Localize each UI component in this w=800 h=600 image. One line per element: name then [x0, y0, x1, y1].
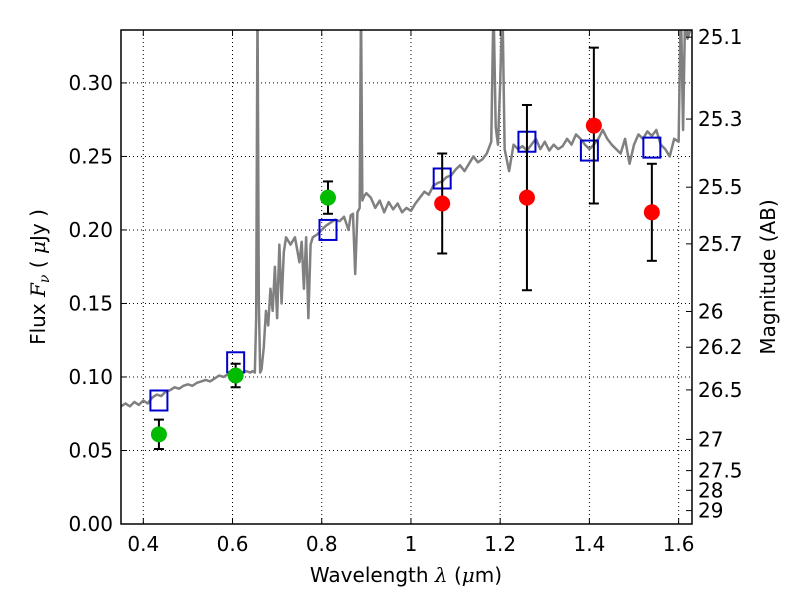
y-tick-label: 0.05: [68, 438, 113, 462]
x-tick-label: 1.2: [484, 532, 516, 556]
y2-tick-label: 25.5: [698, 175, 743, 199]
x-tick-label: 0.6: [217, 532, 249, 556]
y2-tick-label: 25.3: [698, 107, 743, 131]
plot-area: [121, 30, 692, 524]
y-axis-label-subscript: ν: [37, 274, 53, 283]
y2-tick-label: 26: [698, 299, 723, 323]
y-axis-label-unit-open: (: [26, 254, 50, 275]
x-tick-label: 0.4: [127, 532, 159, 556]
y-axis-label-unit-mu: μ: [26, 241, 50, 254]
y-tick-label: 0.25: [68, 144, 113, 168]
y-axis-label-symbol: F: [26, 282, 50, 298]
photometry-point: [518, 189, 535, 206]
x-tick-label: 1.4: [573, 532, 605, 556]
photometry-point: [319, 189, 336, 206]
x-axis-label: Wavelength λ (μm): [310, 563, 502, 587]
photometry-point: [150, 426, 167, 443]
y-tick-label: 0.30: [68, 71, 113, 95]
model-flux-square: [579, 139, 599, 162]
x-axis-label-unit-mu: μ: [462, 563, 475, 587]
y-axis-label: Flux Fν ( μJy ): [26, 209, 53, 345]
x-axis-label-prefix: Wavelength: [310, 563, 435, 587]
y2-tick-label: 26.2: [698, 335, 743, 359]
y2-tick-label: 29: [698, 499, 723, 523]
y2-tick-label: 27.5: [698, 459, 743, 483]
y-axis-label-unit-close: Jy ): [26, 209, 50, 243]
model-flux-square: [149, 389, 169, 412]
y-tick-label: 0.10: [68, 365, 113, 389]
plot-frame: [120, 29, 693, 525]
data-layer: [121, 30, 692, 451]
y2-tick-label: 26.5: [698, 378, 743, 402]
y-tick-label: 0.00: [68, 512, 113, 536]
x-tick-label: 0.8: [306, 532, 338, 556]
photometry-point: [227, 367, 244, 384]
y2-tick-label: 28: [698, 478, 723, 502]
x-tick-label: 1: [405, 532, 418, 556]
photometry-point: [643, 204, 660, 221]
y2-tick-label: 25.7: [698, 232, 743, 256]
x-axis-label-unit-close: m): [475, 563, 502, 587]
y2-axis-label: Magnitude (AB): [756, 199, 780, 354]
x-axis-label-symbol: λ: [434, 563, 448, 587]
ticks: 0.4 0.6 0.8 1 1.2 1.4 1.6 0.00 0.05 0.10 0.15 0.20 0…: [68, 25, 742, 556]
photometry-point: [585, 117, 602, 134]
x-axis-label-unit-open: (: [448, 563, 462, 587]
model-flux-square: [642, 136, 662, 159]
x-tick-label: 1.6: [663, 532, 695, 556]
y2-tick-label: 27: [698, 427, 723, 451]
y-tick-label: 0.15: [68, 291, 113, 315]
model-flux-square: [318, 218, 338, 241]
y2-tick-label: 25.1: [698, 25, 743, 49]
y-axis-label-prefix: Flux: [26, 297, 50, 345]
photometry-point: [434, 195, 451, 212]
y-tick-label: 0.20: [68, 218, 113, 242]
